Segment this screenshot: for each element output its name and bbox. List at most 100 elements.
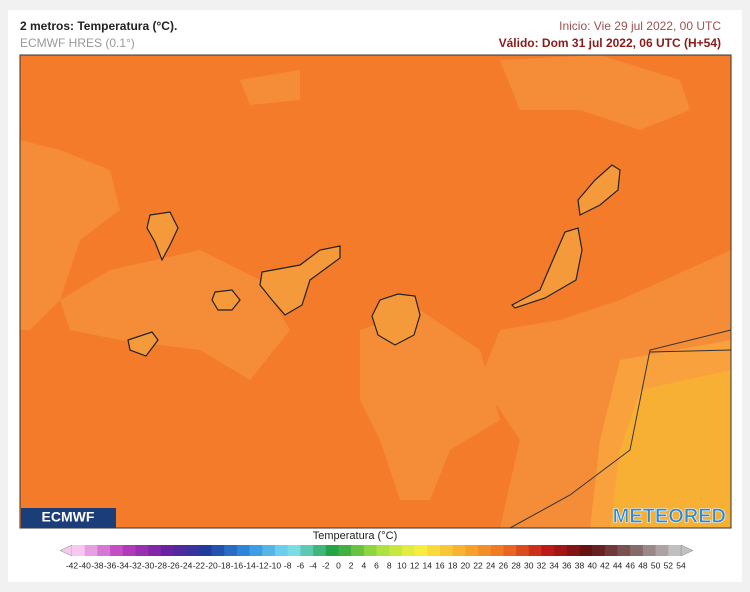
colorbar-swatch	[376, 545, 390, 556]
colorbar-swatch	[275, 545, 288, 556]
colorbar-swatch	[490, 545, 504, 556]
colorbar-swatch	[97, 545, 111, 556]
colorbar-tick-label: 54	[676, 560, 686, 570]
colorbar-swatch	[300, 545, 314, 556]
colorbar-tick-label: 0	[336, 560, 341, 570]
colorbar-tick-label: 36	[562, 560, 572, 570]
colorbar-tick-label: -34	[117, 560, 130, 570]
colorbar-swatch	[351, 545, 365, 556]
colorbar-swatch	[186, 545, 200, 556]
colorbar-tick-label: -24	[180, 560, 193, 570]
colorbar-tick-label: 28	[511, 560, 521, 570]
colorbar-tick-label: -4	[309, 560, 317, 570]
colorbar-tick-label: 44	[613, 560, 623, 570]
colorbar-tick-label: -8	[284, 560, 292, 570]
meteored-logo: METEORED	[613, 505, 726, 527]
colorbar-tick-label: 46	[626, 560, 636, 570]
colorbar-swatch	[414, 545, 428, 556]
colorbar-tick-label: 12	[410, 560, 420, 570]
colorbar-swatch	[427, 545, 441, 556]
colorbar-swatch	[249, 545, 263, 556]
colorbar-swatch	[503, 545, 517, 556]
colorbar-tick-label: -10	[269, 560, 282, 570]
colorbar-swatch	[148, 545, 162, 556]
colorbar-swatch	[110, 545, 124, 556]
colorbar-swatch	[338, 545, 352, 556]
ecmwf-logo	[21, 508, 116, 528]
init-time: Inicio: Vie 29 jul 2022, 00 UTC	[559, 19, 721, 33]
colorbar-tick-label: -20	[205, 560, 218, 570]
colorbar-swatch	[160, 545, 174, 556]
colorbar-tick-label: 40	[587, 560, 597, 570]
colorbar-tick-label: 34	[549, 560, 559, 570]
colorbar-tick-label: -42	[66, 560, 79, 570]
colorbar-swatch	[135, 545, 149, 556]
colorbar-tick-label: 30	[524, 560, 534, 570]
colorbar-tick-label: 6	[374, 560, 379, 570]
colorbar-tick-label: -6	[297, 560, 305, 570]
map	[19, 54, 732, 529]
colorbar-swatch	[224, 545, 238, 556]
colorbar-swatch	[262, 545, 276, 556]
colorbar-swatch	[389, 545, 403, 556]
colorbar-swatch	[72, 545, 85, 556]
colorbar-swatch	[173, 545, 187, 556]
colorbar-swatch	[236, 545, 250, 556]
model-name: ECMWF HRES (0.1°)	[20, 36, 135, 50]
colorbar-swatch	[325, 545, 339, 556]
colorbar-tick-label: -18	[218, 560, 231, 570]
colorbar-tick-label: -16	[231, 560, 244, 570]
colorbar-swatch	[465, 545, 479, 556]
ecmwf-logo-text: ECMWF	[42, 509, 95, 525]
colorbar-swatch	[122, 545, 136, 556]
legend-title: Temperatura (°C)	[313, 530, 397, 542]
colorbar-tick-label: 2	[349, 560, 354, 570]
colorbar-tick-label: 16	[435, 560, 445, 570]
colorbar-tick-label: -28	[155, 560, 168, 570]
colorbar-swatch	[668, 545, 682, 556]
colorbar-tick-label: 26	[499, 560, 509, 570]
colorbar-swatch	[528, 545, 542, 556]
colorbar: -42 -40 -38 -36 -34 -32 -30 -28 -26 -24 -22 -20 -18-…	[59, 544, 694, 570]
colorbar-swatch	[198, 545, 212, 556]
colorbar-tick-label: 32	[537, 560, 547, 570]
colorbar-tick-label: 4	[361, 560, 366, 570]
colorbar-swatch	[452, 545, 466, 556]
colorbar-tick-label: 24	[486, 560, 496, 570]
colorbar-tick-label: -2	[322, 560, 330, 570]
colorbar-tick-label: 42	[600, 560, 610, 570]
colorbar-tick-label: 52	[664, 560, 674, 570]
colorbar-swatch	[554, 545, 568, 556]
colorbar-tick-label: -14	[243, 560, 256, 570]
colorbar-swatch	[579, 545, 593, 556]
colorbar-swatch	[566, 545, 580, 556]
colorbar-tick-label: 8	[387, 560, 392, 570]
colorbar-tick-label: -32	[129, 560, 142, 570]
colorbar-swatch	[84, 545, 98, 556]
colorbar-swatch	[655, 545, 669, 556]
colorbar-tick-label: -12	[256, 560, 269, 570]
colorbar-tick-label: 50	[651, 560, 661, 570]
colorbar-tick-label: 48	[638, 560, 648, 570]
colorbar-swatch	[401, 545, 415, 556]
colorbar-tick-label: 38	[575, 560, 585, 570]
map-title: 2 metros: Temperatura (°C).	[20, 19, 177, 33]
colorbar-tick-label: -36	[104, 560, 117, 570]
colorbar-swatch	[287, 545, 301, 556]
colorbar-swatch	[363, 545, 377, 556]
colorbar-swatch	[439, 545, 453, 556]
colorbar-swatch	[642, 545, 656, 556]
colorbar-swatch	[516, 545, 530, 556]
colorbar-swatch	[211, 545, 225, 556]
colorbar-swatch	[313, 545, 327, 556]
colorbar-tick-label: 22	[473, 560, 483, 570]
colorbar-tick-label: 18	[448, 560, 458, 570]
colorbar-swatch	[630, 545, 644, 556]
colorbar-tick-label: 14	[423, 560, 433, 570]
valid-time: Válido: Dom 31 jul 2022, 06 UTC (H+54)	[499, 36, 721, 50]
colorbar-swatch	[604, 545, 618, 556]
colorbar-tick-label: -30	[142, 560, 155, 570]
colorbar-swatch	[592, 545, 606, 556]
